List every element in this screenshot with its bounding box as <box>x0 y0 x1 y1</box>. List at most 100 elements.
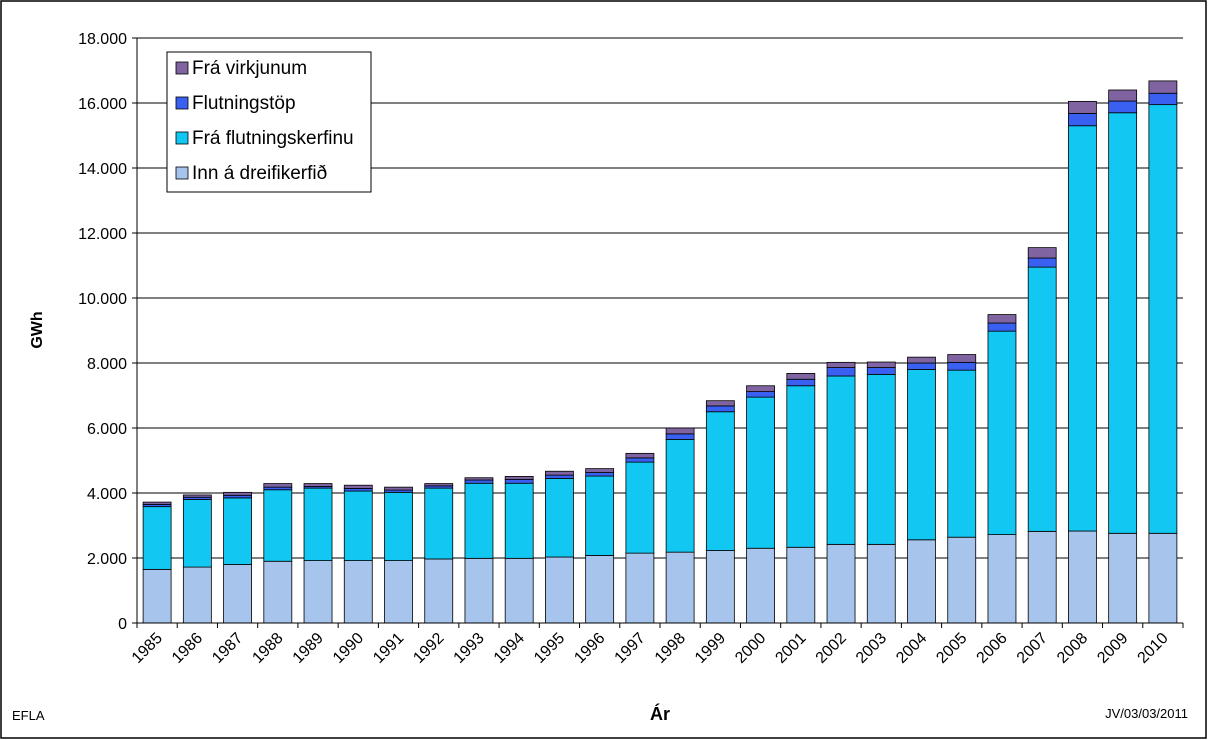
bar-segment <box>223 564 252 624</box>
bar-segment <box>585 472 615 477</box>
bar-segment <box>545 477 574 558</box>
bar-segment <box>1027 530 1057 624</box>
bar-segment <box>263 489 293 562</box>
bar-segment <box>746 385 775 392</box>
bar-segment <box>907 362 936 370</box>
bar-segment <box>1068 100 1097 114</box>
bar-segment <box>545 556 574 624</box>
bar-segment <box>786 385 816 548</box>
bar-segment <box>585 468 615 473</box>
bar-segment <box>1108 532 1138 624</box>
bar-segment <box>866 361 896 368</box>
bar-segment <box>947 354 977 363</box>
bar-segment <box>866 367 896 375</box>
bar-segment <box>545 470 574 476</box>
bar-segment <box>384 491 413 562</box>
legend-label: Frá flutningskerfinu <box>192 128 354 149</box>
bar-segment <box>504 557 534 624</box>
bar-segment <box>866 373 896 545</box>
bar-segment <box>142 506 172 570</box>
bar-segment <box>786 372 816 380</box>
bar-segment <box>705 400 735 407</box>
bar-segment <box>1068 113 1097 127</box>
bar-segment <box>343 490 373 561</box>
bar-segment <box>705 411 735 551</box>
bar-segment <box>585 475 615 556</box>
bar-segment <box>343 484 373 489</box>
bar-segment <box>625 457 655 463</box>
bar-segment <box>987 534 1017 624</box>
bar-segment <box>826 361 856 368</box>
y-tick-label: 16.000 <box>78 96 127 113</box>
y-tick-label: 10.000 <box>78 291 127 308</box>
bar-segment <box>464 557 494 624</box>
bar-segment <box>504 478 534 484</box>
bar-segment <box>182 494 212 498</box>
legend-swatch <box>175 166 189 180</box>
x-axis-label: Ár <box>650 703 670 724</box>
bar-segment <box>263 560 293 624</box>
bar-segment <box>1108 89 1138 102</box>
bar-segment <box>182 499 212 568</box>
y-tick-label: 8.000 <box>87 356 127 373</box>
bar-segment <box>705 550 735 624</box>
bar-segment <box>665 438 695 553</box>
bar-segment <box>464 482 494 559</box>
bar-segment <box>625 452 655 459</box>
y-tick-label: 4.000 <box>87 486 127 503</box>
bar-segment <box>585 555 615 624</box>
y-tick-label: 2.000 <box>87 551 127 568</box>
bar-segment <box>384 560 413 624</box>
bar-segment <box>786 546 816 624</box>
bar-segment <box>746 396 775 549</box>
legend-swatch <box>175 61 189 75</box>
bar-segment <box>1027 257 1057 268</box>
bar-segment <box>746 391 775 398</box>
legend-swatch <box>175 131 189 145</box>
bar-segment <box>464 477 494 481</box>
bar-segment <box>384 486 413 491</box>
bar-segment <box>826 543 856 624</box>
bar-segment <box>866 543 896 624</box>
bar-segment <box>424 487 454 560</box>
note: JV/03/03/2011 <box>1105 706 1188 721</box>
bar-segment <box>987 314 1017 324</box>
bar-segment <box>223 497 252 565</box>
bar-segment <box>746 547 775 624</box>
bar-segment <box>1108 112 1138 534</box>
bar-segment <box>1027 266 1057 532</box>
bar-segment <box>424 558 454 624</box>
bar-segment <box>947 369 977 538</box>
bar-segment <box>1148 532 1178 624</box>
legend-label: Inn á dreifikerfið <box>192 163 327 184</box>
bar-segment <box>987 330 1017 535</box>
bar-segment <box>1068 530 1097 624</box>
bar-segment <box>1148 80 1178 94</box>
bar-segment <box>665 433 695 440</box>
bar-segment <box>665 551 695 624</box>
bar-segment <box>424 483 454 487</box>
legend-swatch <box>175 96 189 110</box>
y-tick-label: 14.000 <box>78 161 127 178</box>
bar-segment <box>705 405 735 413</box>
bar-segment <box>464 479 494 484</box>
bar-segment <box>182 566 212 624</box>
bar-segment <box>1068 125 1097 532</box>
bar-segment <box>1148 92 1178 106</box>
y-axis-label: GWh <box>29 311 46 348</box>
legend-label: Frá virkjunum <box>192 58 307 79</box>
bar-segment <box>223 491 252 496</box>
bar-segment <box>545 474 574 479</box>
y-tick-label: 18.000 <box>78 31 127 48</box>
y-tick-label: 0 <box>118 616 127 633</box>
bar-segment <box>907 369 936 541</box>
bar-segment <box>786 378 816 387</box>
bar-segment <box>504 476 534 480</box>
bar-segment <box>343 560 373 624</box>
bar-segment <box>947 536 977 624</box>
bar-segment <box>907 356 936 364</box>
bar-segment <box>303 483 333 487</box>
source: EFLA <box>12 708 45 723</box>
bar-segment <box>987 322 1017 332</box>
bar-segment <box>947 361 977 371</box>
